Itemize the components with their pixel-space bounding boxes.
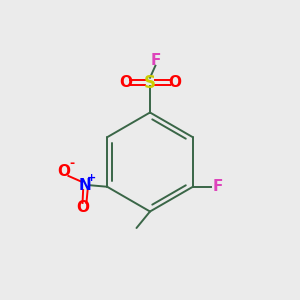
Text: F: F <box>150 53 161 68</box>
Text: +: + <box>87 173 97 183</box>
Text: N: N <box>78 178 91 193</box>
Text: O: O <box>76 200 89 215</box>
Text: O: O <box>119 75 132 90</box>
Text: F: F <box>212 179 223 194</box>
Text: O: O <box>57 164 70 179</box>
Text: -: - <box>70 158 75 170</box>
Text: O: O <box>168 75 181 90</box>
Text: S: S <box>144 74 156 92</box>
